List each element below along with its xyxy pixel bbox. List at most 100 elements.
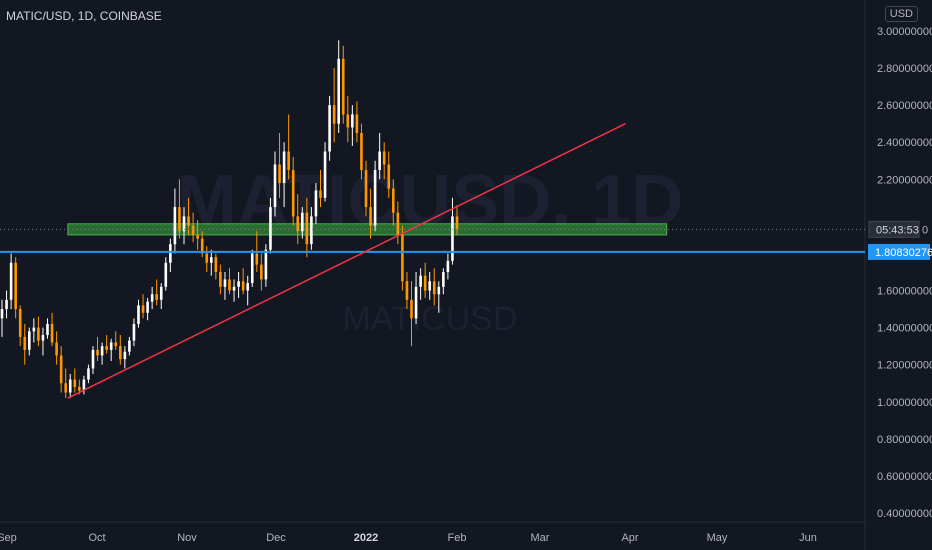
candle-body <box>278 164 281 184</box>
candle-body <box>405 281 409 300</box>
y-tick-label: 2.80000000 <box>877 63 932 75</box>
candle-body <box>455 216 459 230</box>
y-tick-label: 1.00000000 <box>877 397 932 409</box>
x-tick-label: Apr <box>621 532 638 544</box>
candle-body <box>382 151 386 165</box>
candle-body <box>114 342 118 347</box>
candle-body <box>23 336 27 350</box>
y-tick-label: 1.40000000 <box>877 323 932 335</box>
candle-body <box>446 260 450 272</box>
currency-label[interactable]: USD <box>884 6 918 22</box>
candle-body <box>210 257 213 263</box>
candle-body <box>18 309 22 337</box>
candle-body <box>355 114 359 133</box>
x-tick-label: 2022 <box>354 532 378 544</box>
x-tick-label: Mar <box>531 532 550 544</box>
x-tick-label: Feb <box>448 532 467 544</box>
candle-body <box>392 188 395 213</box>
y-tick-label: 2.60000000 <box>877 100 932 112</box>
candle-body <box>146 301 149 313</box>
candle-body <box>250 253 254 284</box>
candle-body <box>55 342 58 356</box>
y-axis: 3.00000000 2.80000000 2.60000000 2.40000000… <box>864 0 932 550</box>
candle-body <box>164 262 168 287</box>
candle-body <box>82 379 86 391</box>
candle-body <box>237 281 240 287</box>
candle-body <box>205 253 209 263</box>
candle-body <box>401 234 404 282</box>
y-tick-label: 2.20000000 <box>877 174 932 186</box>
candle-body <box>0 309 4 319</box>
candle-body <box>351 114 354 128</box>
support-zone-rect[interactable] <box>67 223 668 236</box>
candle-body <box>269 207 272 250</box>
candle-body <box>187 216 190 226</box>
candle-body <box>378 151 381 171</box>
candle-body <box>232 286 236 291</box>
candle-body <box>419 275 422 287</box>
x-tick-label: Oct <box>88 532 105 544</box>
candle-body <box>319 190 322 198</box>
candle-body <box>96 349 99 356</box>
support-zone[interactable] <box>67 223 668 236</box>
candle-body <box>360 132 363 171</box>
candle-body <box>273 164 277 208</box>
candle-body <box>296 216 300 232</box>
y-tick-label: 3.00000000 <box>877 26 932 38</box>
candle-body <box>169 244 172 263</box>
symbol-title[interactable]: MATIC/USD, 1D, COINBASE <box>6 9 162 23</box>
candle-body <box>78 386 81 391</box>
candle-body <box>87 368 90 380</box>
candle-body <box>37 327 40 341</box>
candle-body <box>414 286 418 319</box>
candle-body <box>314 190 318 217</box>
candle-body <box>141 305 145 313</box>
candle-body <box>287 151 290 171</box>
candle-body <box>191 225 195 235</box>
candle-body <box>282 151 286 184</box>
candle-body <box>387 164 391 189</box>
candle-body <box>123 351 127 360</box>
y-tick-label: 1.60000000 <box>877 286 932 298</box>
y-tick-label: 0.60000000 <box>877 471 932 483</box>
candle-body <box>310 216 313 245</box>
candle-body <box>5 299 8 310</box>
candle-body <box>228 279 231 291</box>
candle-body <box>46 323 49 336</box>
y-tick-label: 2.40000000 <box>877 137 932 149</box>
candle-body <box>159 286 163 300</box>
candle-body <box>241 281 245 291</box>
candle-body <box>182 216 186 232</box>
candle-body <box>109 342 113 350</box>
candle-body <box>132 323 136 341</box>
y-tick-label: 1.20000000 <box>877 360 932 372</box>
candle-body <box>246 283 249 291</box>
trend-line[interactable] <box>67 123 626 399</box>
candle-body <box>437 286 441 295</box>
x-axis: Sep Oct Nov Dec 2022 Feb Mar Apr May Jun <box>0 521 865 544</box>
candle-body <box>423 275 427 291</box>
candle-body <box>100 346 104 356</box>
blue-line-price-label: 1.80830276 <box>875 247 932 259</box>
candle-body <box>301 212 304 232</box>
candle-body <box>28 331 31 350</box>
candle-body <box>50 323 54 343</box>
candle-body <box>432 281 436 295</box>
candle-body <box>219 272 222 287</box>
countdown-label: 05:43:53 <box>876 224 919 236</box>
candle-body <box>346 114 350 128</box>
candle-body <box>196 234 199 239</box>
candle-body <box>105 346 108 350</box>
x-tick-label: May <box>707 532 728 544</box>
x-tick-label: Sep <box>0 532 17 544</box>
candles <box>0 40 459 399</box>
watermark-small: MATICUSD <box>342 300 517 338</box>
y-tick-label: 0.80000000 <box>877 434 932 446</box>
drawn-lines[interactable] <box>0 123 865 399</box>
candle-body <box>442 272 445 287</box>
candle-body <box>369 207 372 226</box>
candle-body <box>410 299 413 319</box>
candle-body <box>32 327 36 332</box>
candle-body <box>9 262 13 300</box>
